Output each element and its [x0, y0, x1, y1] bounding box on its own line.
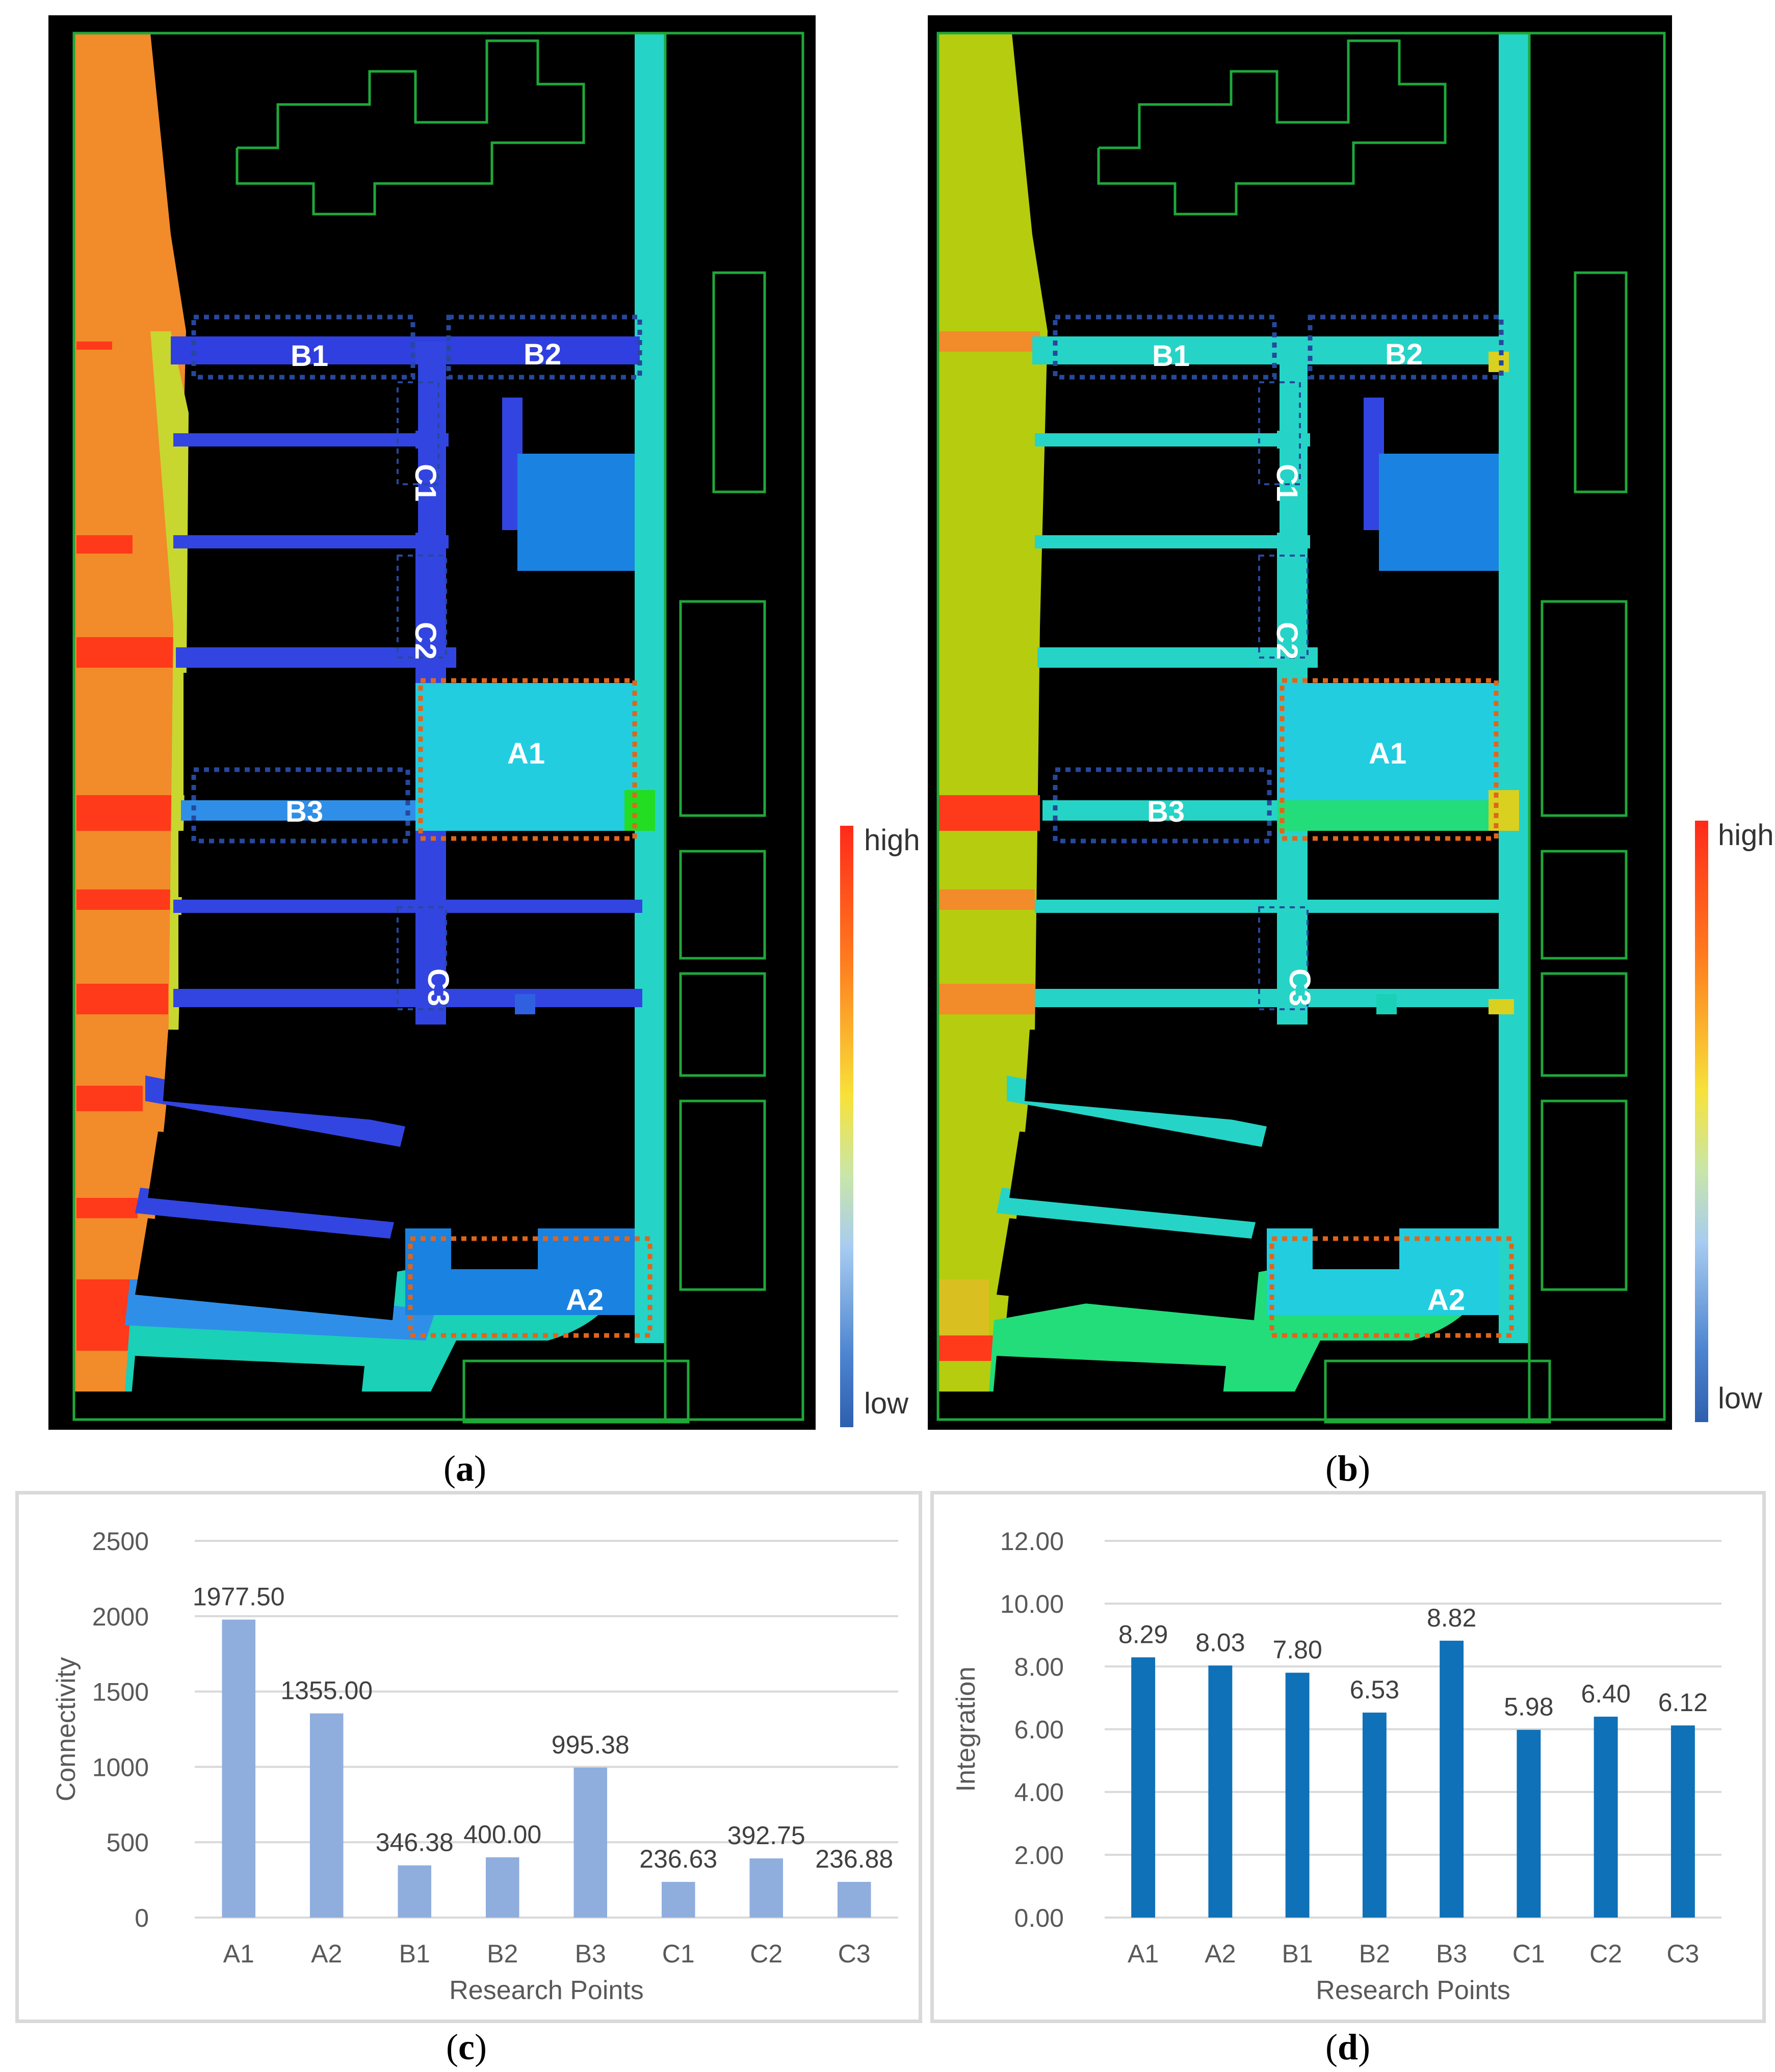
chart-c-bar-c2 — [749, 1858, 784, 1918]
chart-d-xtick-label: B3 — [1436, 1939, 1467, 1968]
map-b-label-c3: C3 — [1283, 968, 1316, 1006]
chart-d-bar-c3 — [1670, 1725, 1695, 1918]
chart-c-bar-a2 — [309, 1713, 344, 1918]
chart-c-bar-c3 — [837, 1881, 871, 1918]
chart-d-xlabel: Research Points — [1316, 1976, 1510, 2005]
chart-d-value-label: 8.82 — [1427, 1604, 1476, 1632]
chart-d-ytick-label: 4.00 — [1014, 1778, 1064, 1807]
chart-d-value-label: 7.80 — [1272, 1636, 1322, 1664]
map-b-label-a1: A1 — [1369, 737, 1406, 770]
map-a-label-c2: C2 — [409, 622, 442, 660]
chart-c-bar-c1 — [661, 1882, 695, 1918]
chart-c-xtick-label: C2 — [750, 1939, 782, 1968]
chart-d-bar-b1 — [1285, 1672, 1310, 1918]
map-b-label-b2: B2 — [1385, 338, 1423, 371]
chart-c-bar-b3 — [573, 1767, 608, 1918]
map-b-label-b1: B1 — [1152, 339, 1190, 373]
map-a-label-c1: C1 — [409, 464, 442, 502]
chart-d-value-label: 6.12 — [1658, 1688, 1708, 1717]
chart-d-frame: 0.00 2.00 4.00 6.00 8.00 10.00 12.00 8.29 A1 8.03… — [930, 1491, 1766, 2023]
chart-c-ytick-label: 1000 — [92, 1753, 149, 1781]
chart-d-bar-c2 — [1594, 1716, 1618, 1918]
chart-d-bar-c1 — [1517, 1729, 1541, 1918]
map-a-label-c3: C3 — [422, 968, 455, 1006]
chart-c-value-label: 1977.50 — [193, 1582, 285, 1611]
map-b-label-c2: C2 — [1270, 622, 1303, 660]
map-a-legend-low: low — [864, 1387, 909, 1420]
caption-a: (a) — [443, 1448, 486, 1489]
chart-d-xtick-label: B1 — [1282, 1939, 1313, 1968]
chart-d-value-label: 6.40 — [1581, 1680, 1630, 1708]
chart-d-ytick-label: 6.00 — [1014, 1716, 1064, 1744]
chart-c-value-label: 236.63 — [639, 1845, 717, 1873]
chart-c-xtick-label: C3 — [838, 1939, 871, 1968]
chart-c-frame: 0 500 1000 1500 2000 2500 1977.50 A1 1355.00 A2 34… — [15, 1491, 922, 2023]
chart-connectivity: 0 500 1000 1500 2000 2500 1977.50 A1 1355.00 A2 34… — [51, 1527, 898, 2005]
map-b: B1 B2 B3 A1 A2 C1 C2 C3 — [928, 15, 1672, 1430]
map-a-label-a2: A2 — [566, 1283, 604, 1317]
chart-c-value-label: 392.75 — [727, 1821, 805, 1850]
chart-d-xtick-label: B2 — [1359, 1939, 1390, 1968]
chart-c-value-label: 995.38 — [552, 1730, 630, 1759]
chart-d-bar-b3 — [1440, 1640, 1464, 1918]
chart-c-bar-b1 — [398, 1865, 432, 1918]
map-a-graphic: B1 B2 B3 A1 A2 C1 C2 C3 — [72, 32, 804, 1424]
chart-c-xlabel: Research Points — [449, 1976, 644, 2005]
chart-c-bar-a1 — [222, 1619, 256, 1918]
chart-c-ylabel: Connectivity — [51, 1657, 81, 1801]
chart-integration: 0.00 2.00 4.00 6.00 8.00 10.00 12.00 8.29 A1 8.03… — [951, 1527, 1721, 2005]
map-b-legend-bar — [1695, 821, 1708, 1422]
chart-d-ytick-label: 2.00 — [1014, 1841, 1064, 1870]
chart-c-ytick-label: 0 — [135, 1904, 149, 1932]
map-a-label-a1: A1 — [507, 737, 545, 770]
map-b-graphic: B1 B2 B3 A1 A2 C1 C2 C3 — [936, 32, 1666, 1424]
chart-c-ytick-label: 1500 — [92, 1678, 149, 1707]
chart-d-xtick-label: C3 — [1666, 1939, 1699, 1968]
map-b-label-a2: A2 — [1427, 1283, 1465, 1317]
map-a-label-b2: B2 — [524, 338, 561, 371]
map-a: B1 B2 B3 A1 A2 C1 C2 C3 — [48, 15, 816, 1430]
map-b-label-b3: B3 — [1147, 795, 1185, 828]
caption-d: (d) — [1325, 2027, 1371, 2067]
chart-c-xtick-label: B2 — [487, 1939, 518, 1968]
chart-d-ytick-label: 8.00 — [1014, 1653, 1064, 1681]
map-b-legend-high: high — [1718, 819, 1774, 852]
chart-d-bar-b2 — [1362, 1712, 1387, 1918]
chart-c-xtick-label: C1 — [662, 1939, 695, 1968]
chart-c-xtick-label: B1 — [399, 1939, 430, 1968]
chart-c-xtick-label: A2 — [311, 1939, 342, 1968]
chart-d-value-label: 8.29 — [1118, 1620, 1168, 1648]
chart-d-value-label: 6.53 — [1350, 1675, 1399, 1704]
chart-d-xtick-label: C2 — [1589, 1939, 1622, 1968]
chart-d-ytick-label: 10.00 — [1000, 1590, 1064, 1618]
chart-d-xtick-label: A2 — [1205, 1939, 1236, 1968]
chart-c-value-label: 1355.00 — [280, 1676, 373, 1704]
map-b-legend-low: low — [1718, 1382, 1763, 1415]
map-a-label-b1: B1 — [291, 339, 328, 373]
chart-c-xtick-label: A1 — [223, 1939, 254, 1968]
chart-c-value-label: 400.00 — [463, 1820, 541, 1849]
chart-c-value-label: 236.88 — [815, 1845, 893, 1873]
chart-c-value-label: 346.38 — [376, 1828, 454, 1857]
chart-c-ytick-label: 500 — [107, 1828, 149, 1857]
caption-c: (c) — [446, 2027, 487, 2067]
chart-d-ytick-label: 0.00 — [1014, 1904, 1064, 1932]
map-a-label-b3: B3 — [285, 795, 323, 828]
chart-c-ytick-label: 2000 — [92, 1603, 149, 1631]
chart-d-value-label: 8.03 — [1195, 1628, 1245, 1657]
chart-d-xtick-label: C1 — [1512, 1939, 1545, 1968]
chart-c-ytick-label: 2500 — [92, 1527, 149, 1556]
chart-d-bar-a2 — [1208, 1665, 1233, 1918]
chart-c-xtick-label: B3 — [575, 1939, 606, 1968]
chart-d-bar-a1 — [1131, 1657, 1156, 1918]
chart-d-value-label: 5.98 — [1504, 1693, 1553, 1721]
map-b-label-c1: C1 — [1270, 464, 1303, 502]
chart-c-bar-b2 — [485, 1857, 519, 1918]
caption-b: (b) — [1325, 1448, 1371, 1489]
chart-d-ylabel: Integration — [951, 1667, 981, 1792]
map-a-legend-high: high — [864, 824, 920, 857]
chart-d-xtick-label: A1 — [1128, 1939, 1159, 1968]
chart-d-ytick-label: 12.00 — [1000, 1527, 1064, 1556]
map-a-legend-bar — [840, 826, 853, 1427]
